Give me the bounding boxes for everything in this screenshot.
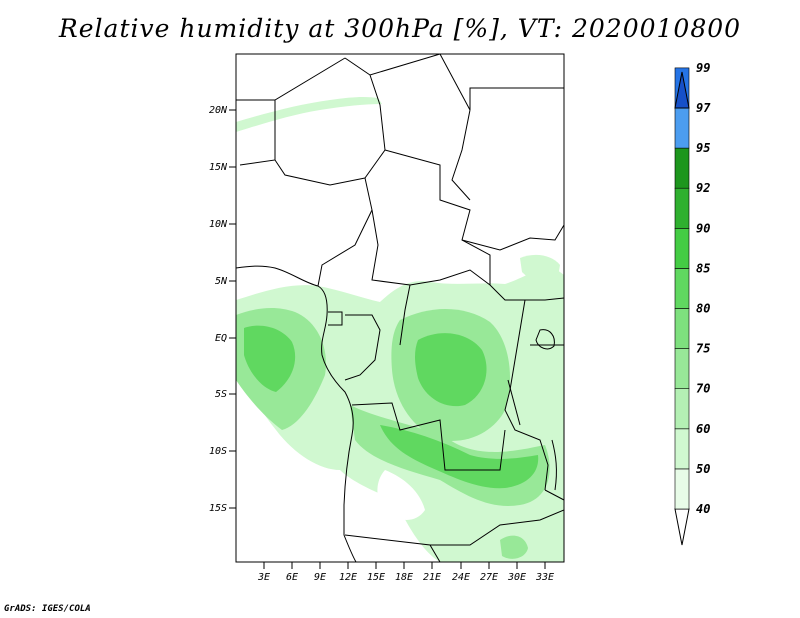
humidity-gap [377, 470, 425, 520]
border-angola [351, 402, 506, 471]
lat-label: 15S [209, 503, 227, 514]
colorbar-level-label: 99 [696, 61, 710, 75]
humidity-core-south [380, 425, 539, 489]
humidity-core-congo [415, 333, 487, 407]
lat-label: 20N [209, 105, 228, 116]
border-sudan [451, 109, 564, 251]
colorbar-level-label: 50 [696, 462, 710, 476]
lon-label: 18E [395, 572, 413, 583]
humidity-band-east [520, 254, 560, 290]
colorbar-level-label: 75 [696, 342, 710, 356]
colorbar-low-triangle [674, 508, 690, 546]
humidity-band-north [236, 96, 382, 132]
colorbar-level-label: 95 [696, 141, 710, 155]
colorbar-segment [674, 107, 690, 149]
coastline-gulf [236, 265, 357, 562]
lon-label: 21E [423, 572, 441, 583]
lake-tanganyika [507, 379, 521, 426]
lon-label: 6E [286, 572, 298, 583]
colorbar-segment [674, 228, 690, 269]
colorbar-level-label: 80 [696, 302, 710, 316]
lon-label: 3E [257, 572, 270, 583]
humidity-core-west [244, 325, 296, 392]
colorbar-level-label: 92 [696, 181, 710, 195]
lat-label: 10S [209, 446, 227, 457]
lon-label: 24E [452, 572, 470, 583]
lon-label: 12E [339, 572, 357, 583]
lat-axis: 20N 15N 10N 5N EQ 5S 10S 15S [209, 105, 236, 514]
lake-victoria [535, 329, 555, 350]
colorbar-segment [674, 187, 690, 229]
lon-label: 9E [314, 572, 326, 583]
colorbar-segment [674, 468, 690, 510]
lon-label: 15E [367, 572, 385, 583]
colorbar-level-label: 85 [696, 261, 710, 275]
colorbar-segment [674, 147, 690, 189]
border-east [525, 297, 564, 501]
colorbar: 40 50 60 70 75 80 85 90 92 95 97 99 [674, 61, 711, 546]
colorbar-level-label: 60 [696, 422, 710, 436]
colorbar-segment [674, 388, 690, 430]
border-sahara [236, 54, 564, 111]
colorbar-level-label: 40 [696, 502, 710, 516]
lon-label: 30E [507, 572, 526, 583]
lon-label: 27E [480, 572, 498, 583]
colorbar-segment [674, 348, 690, 390]
colorbar-level-label: 97 [696, 101, 711, 115]
colorbar-segment [674, 268, 690, 309]
border-south [344, 509, 564, 562]
border-chad [384, 149, 491, 285]
map-title: Relative humidity at 300hPa [%], VT: 202… [58, 14, 742, 43]
boundaries [236, 54, 564, 562]
humidity-field [236, 96, 564, 562]
lat-label: 10N [209, 219, 228, 230]
border-north-1 [239, 100, 366, 186]
map-frame [235, 53, 565, 563]
colorbar-segment [674, 308, 690, 349]
border-car [371, 209, 525, 301]
colorbar-level-label: 90 [696, 221, 710, 235]
lat-label: 5N [215, 276, 228, 287]
border-drc-east [504, 299, 549, 491]
humidity-blob-se [500, 535, 528, 559]
colorbar-segment [674, 428, 690, 470]
border-congo [344, 284, 411, 381]
grads-credit: GrADS: IGES/COLA [4, 604, 91, 614]
border-north-2 [317, 74, 386, 287]
gabon-border [328, 311, 343, 326]
colorbar-high-triangle [674, 71, 690, 109]
lat-label: EQ [215, 333, 227, 344]
lon-axis: 3E 6E 9E 12E 15E 18E 21E 24E 27E 30E 33E [257, 562, 554, 583]
lat-label: 5S [215, 389, 227, 400]
lake-malawi [551, 439, 557, 491]
lon-label: 33E [535, 572, 554, 583]
lat-label: 15N [209, 162, 228, 173]
colorbar-level-label: 70 [696, 382, 710, 396]
